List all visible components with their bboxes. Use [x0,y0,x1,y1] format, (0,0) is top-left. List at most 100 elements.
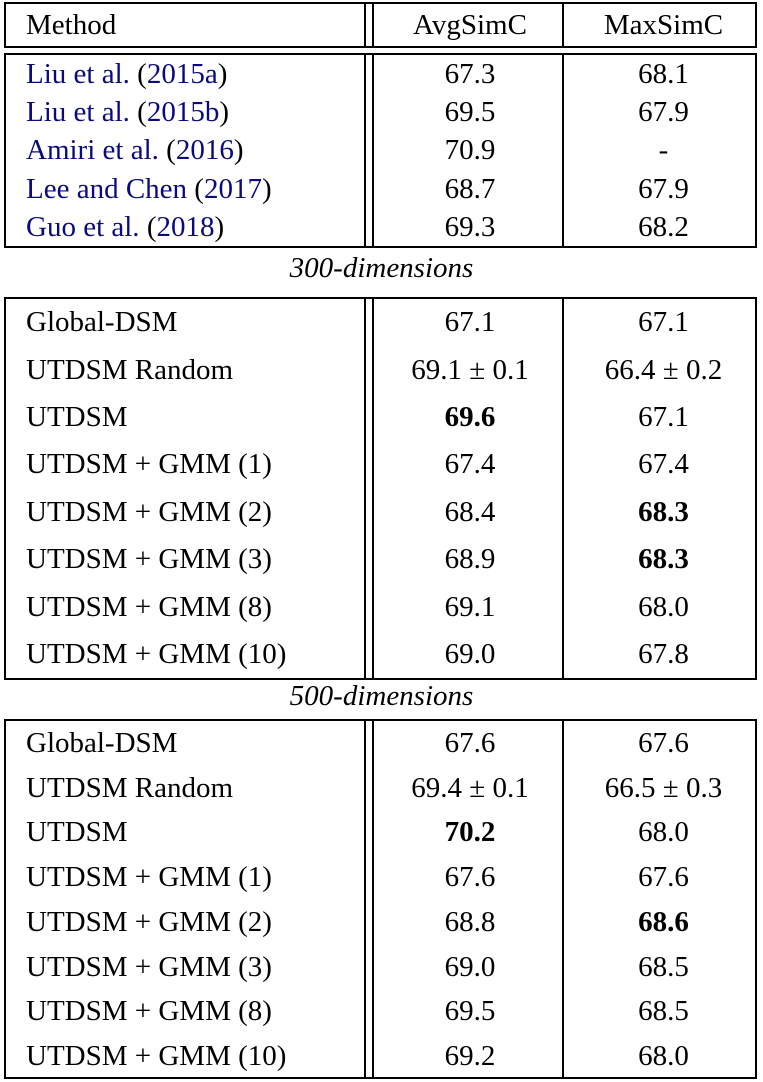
maxsimc-cell: 68.5 [638,995,689,1028]
table-row: UTDSM + GMM (8) 69.1 68.0 [6,583,755,630]
column-divider [562,721,564,1077]
maxsimc-cell: 68.3 [638,495,689,528]
method-cell: Global-DSM [26,726,178,759]
avgsimc-cell: 68.8 [444,905,496,938]
citation-year: 2018 [147,211,224,243]
maxsimc-cell: 68.3 [638,543,689,576]
citation-year: 2016 [166,134,243,166]
avgsimc-cell: 69.1 [444,590,496,623]
method-cell: UTDSM + GMM (10) [26,637,287,670]
section-box: Global-DSM 67.1 67.1 UTDSM Random 69.1 ± 0.1… [4,297,757,680]
maxsimc-cell: 68.0 [638,816,689,849]
method-cell: UTDSM [26,816,128,849]
citation-link[interactable]: Guo et al. 2018 [26,211,224,244]
table-row: UTDSM + GMM (3) 68.9 68.3 [6,536,755,583]
table-row: UTDSM + GMM (3) 69.0 68.5 [6,945,755,990]
table-row: Amiri et al. 2016 70.9 - [6,132,755,170]
citation-author: Amiri et al. [26,134,159,167]
table-row: UTDSM 70.2 68.0 [6,811,755,856]
table-row: UTDSM + GMM (2) 68.8 68.6 [6,900,755,945]
column-divider [562,4,564,46]
table-row: UTDSM + GMM (10) 69.2 68.0 [6,1034,755,1079]
table-row: UTDSM + GMM (8) 69.5 68.5 [6,990,755,1035]
method-cell: Global-DSM [26,306,178,339]
maxsimc-cell: 67.1 [638,306,689,339]
column-divider [364,299,366,678]
section-box: Global-DSM 67.6 67.6 UTDSM Random 69.4 ± 0.1… [4,719,757,1079]
table-row: Liu et al. 2015a 67.3 68.1 [6,55,755,93]
table-row: UTDSM Random 69.4 ± 0.1 66.5 ± 0.3 [6,766,755,811]
avgsimc-cell: 68.9 [444,543,496,576]
citation-link[interactable]: Liu et al. 2015b [26,96,229,129]
avgsimc-cell: 68.7 [444,172,496,205]
maxsimc-cell: 67.9 [638,172,689,205]
maxsimc-cell: 68.1 [638,57,689,90]
avgsimc-cell: 69.3 [444,211,496,244]
maxsimc-cell: - [658,134,669,167]
method-cell: UTDSM + GMM (8) [26,590,272,623]
avgsimc-cell: 67.6 [444,861,496,894]
citation-year: 2015b [137,96,229,128]
method-cell: UTDSM + GMM (1) [26,448,272,481]
table-row: UTDSM + GMM (1) 67.4 67.4 [6,441,755,488]
maxsimc-cell: 68.0 [638,1040,689,1073]
avgsimc-cell: 69.5 [444,96,496,129]
method-cell: UTDSM Random [26,771,234,804]
column-divider [364,55,366,246]
maxsimc-cell: 68.5 [638,950,689,983]
citation-link[interactable]: Liu et al. 2015a [26,58,227,91]
column-divider [562,55,564,246]
column-divider [372,721,374,1077]
table-row: UTDSM + GMM (1) 67.6 67.6 [6,855,755,900]
table-row: Guo et al. 2018 69.3 68.2 [6,209,755,247]
citation-author: Guo et al. [26,211,140,244]
maxsimc-cell: 67.8 [638,637,689,670]
table-row: Lee and Chen 2017 68.7 67.9 [6,170,755,208]
avgsimc-cell: 69.4 ± 0.1 [411,771,529,804]
citation-year: 2015a [137,58,227,90]
column-divider [372,299,374,678]
maxsimc-cell: 68.0 [638,590,689,623]
method-cell: UTDSM + GMM (1) [26,861,272,894]
maxsimc-cell: 67.1 [638,400,689,433]
header-method: Method [26,8,117,41]
header-row-box: Method AvgSimC MaxSimC [4,2,757,48]
method-cell: UTDSM [26,400,128,433]
table-row: UTDSM Random 69.1 ± 0.1 66.4 ± 0.2 [6,346,755,393]
method-cell: UTDSM + GMM (10) [26,1040,287,1073]
maxsimc-cell: 67.4 [638,448,689,481]
citation-link[interactable]: Amiri et al. 2016 [26,134,243,167]
table-row: UTDSM 69.6 67.1 [6,394,755,441]
citation-author: Lee and Chen [26,172,188,205]
avgsimc-cell: 69.6 [444,400,496,433]
column-divider [364,4,366,46]
method-cell: UTDSM Random [26,353,234,386]
column-divider [372,4,374,46]
avgsimc-cell: 69.0 [444,637,496,670]
avgsimc-cell: 69.0 [444,950,496,983]
citation-year: 2017 [194,173,271,205]
avgsimc-cell: 68.4 [444,495,496,528]
method-cell: UTDSM + GMM (3) [26,543,272,576]
citation-author: Liu et al. [26,57,130,90]
header-maxsimc: MaxSimC [603,8,724,41]
maxsimc-cell: 68.2 [638,211,689,244]
maxsimc-cell: 67.6 [638,726,689,759]
column-divider [372,55,374,246]
avgsimc-cell: 69.1 ± 0.1 [411,353,529,386]
table-row: UTDSM + GMM (10) 69.0 67.8 [6,631,755,678]
maxsimc-cell: 66.4 ± 0.2 [604,353,723,386]
maxsimc-cell: 68.6 [638,905,689,938]
avgsimc-cell: 70.9 [444,134,496,167]
avgsimc-cell: 67.6 [444,726,496,759]
section-label: 500-dimensions [289,680,474,712]
header-avgsimc: AvgSimC [413,8,527,41]
citation-link[interactable]: Lee and Chen 2017 [26,173,272,206]
avgsimc-cell: 69.2 [444,1040,496,1073]
citation-author: Liu et al. [26,96,130,129]
avgsimc-cell: 67.4 [444,448,496,481]
method-cell: UTDSM + GMM (2) [26,495,272,528]
column-divider [562,299,564,678]
table-row: UTDSM + GMM (2) 68.4 68.3 [6,489,755,536]
